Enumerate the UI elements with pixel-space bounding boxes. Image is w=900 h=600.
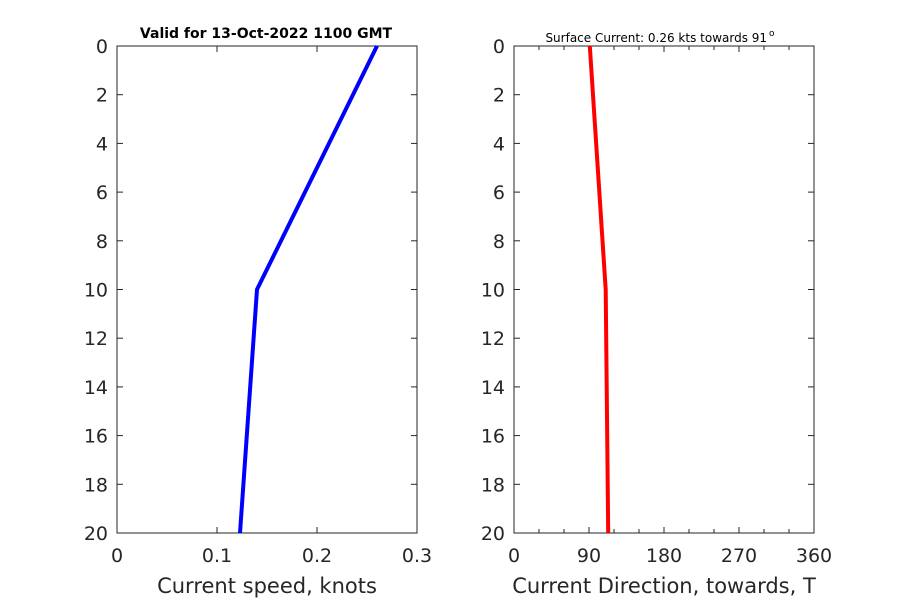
direction-y-tick-label: 10 [481,280,505,302]
speed-y-tick-label: 16 [84,426,108,448]
direction-y-ticks: 0 2 4 6 8 10 12 14 16 18 20 [481,36,814,545]
speed-x-ticks: 0 0.1 0.2 0.3 [111,46,432,567]
speed-y-tick-label: 8 [96,231,108,253]
direction-y-tick-label: 12 [481,328,505,350]
direction-x-tick-label: 270 [721,545,757,567]
speed-y-tick-label: 10 [84,280,108,302]
speed-y-tick-label: 0 [96,36,108,58]
direction-x-ticks: 0 90 180 270 360 [508,46,832,567]
direction-x-tick-label: 90 [577,545,601,567]
speed-y-tick-label: 4 [96,133,108,155]
speed-x-tick-label: 0.2 [302,545,332,567]
speed-chart-title: Valid for 13-Oct-2022 1100 GMT [140,26,393,42]
speed-series-line [238,45,379,534]
direction-chart-title: Surface Current: 0.26 kts towards 91 o [545,29,775,45]
speed-x-tick-label: 0.1 [202,545,232,567]
direction-series-line [587,45,611,534]
direction-y-tick-label: 14 [481,377,505,399]
direction-y-tick-label: 18 [481,474,505,496]
direction-plot-area [513,45,815,534]
direction-x-tick-label: 360 [796,545,832,567]
speed-x-tick-label: 0 [111,545,123,567]
speed-panel: Valid for 13-Oct-2022 1100 GMT 0 0.1 0.2 0.… [84,26,432,598]
speed-y-tick-label: 6 [96,182,108,204]
speed-x-tick-label: 0.3 [402,545,432,567]
direction-x-tick-label: 180 [646,545,682,567]
direction-x-tick-label: 0 [508,545,520,567]
speed-plot-area [116,45,418,534]
speed-y-tick-label: 18 [84,474,108,496]
degree-superscript: o [769,29,775,39]
direction-y-tick-label: 16 [481,426,505,448]
direction-y-tick-label: 0 [493,36,505,58]
speed-y-tick-label: 12 [84,328,108,350]
direction-y-tick-label: 4 [493,133,505,155]
speed-y-tick-label: 2 [96,85,108,107]
direction-y-tick-label: 2 [493,85,505,107]
direction-title-text: Surface Current: 0.26 kts towards 91 [545,31,767,45]
direction-panel: Surface Current: 0.26 kts towards 91 o 0 9… [481,29,832,598]
direction-y-tick-label: 6 [493,182,505,204]
direction-x-axis-label: Current Direction, towards, T [512,574,816,598]
speed-x-axis-label: Current speed, knots [157,574,377,598]
direction-y-tick-label: 20 [481,523,505,545]
speed-y-ticks: 0 2 4 6 8 10 12 14 16 18 20 [84,36,417,545]
direction-y-tick-label: 8 [493,231,505,253]
speed-y-tick-label: 20 [84,523,108,545]
speed-y-tick-label: 14 [84,377,108,399]
